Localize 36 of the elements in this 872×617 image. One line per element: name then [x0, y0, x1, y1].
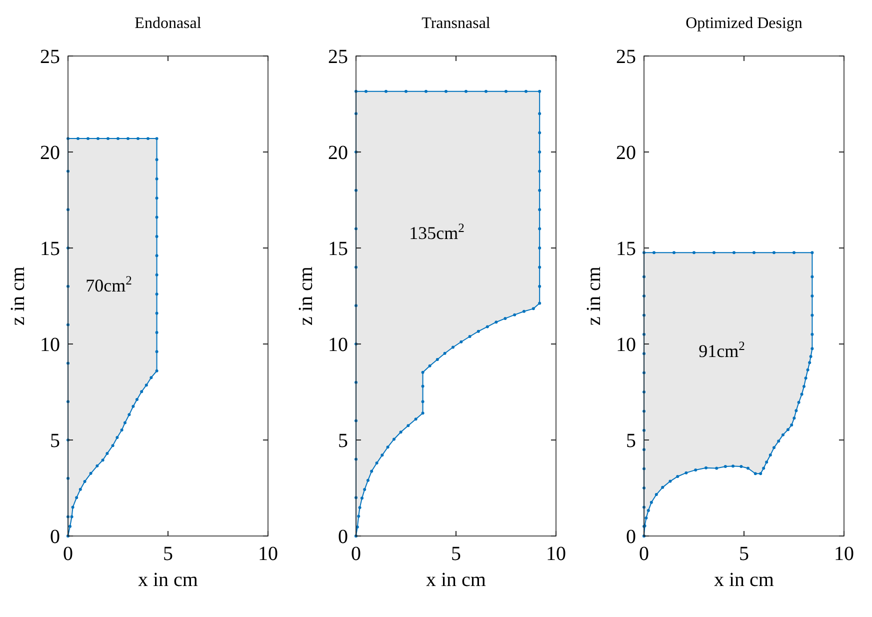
x-axis-title: x in cm: [138, 569, 198, 591]
y-tick-label: 10: [616, 334, 636, 356]
y-tick-label: 5: [50, 430, 60, 452]
y-tick-label: 10: [328, 334, 348, 356]
y-tick-label: 20: [616, 142, 636, 164]
x-axis-title: x in cm: [714, 569, 774, 591]
y-axis-title: z in cm: [7, 266, 29, 326]
x-tick-label: 10: [258, 543, 278, 565]
x-tick-label: 10: [546, 543, 566, 565]
y-tick-label: 20: [328, 142, 348, 164]
y-tick-label: 25: [40, 46, 60, 68]
x-tick-label: 5: [163, 543, 173, 565]
y-tick-label: 15: [40, 238, 60, 260]
y-tick-label: 0: [50, 526, 60, 548]
annotation: 70cm$^{2}$: [86, 274, 132, 296]
y-tick-label: 25: [328, 46, 348, 68]
x-tick-label: 10: [834, 543, 854, 565]
annotation: 91cm$^{2}$: [698, 339, 745, 362]
chart-title: Transnasal: [422, 15, 491, 32]
chart-title: Endonasal: [134, 15, 202, 32]
x-tick-label: 5: [739, 543, 749, 565]
annotation: 135cm$^{2}$: [409, 220, 464, 243]
y-tick-label: 15: [328, 238, 348, 260]
y-tick-label: 15: [616, 238, 636, 260]
y-tick-label: 5: [338, 430, 348, 452]
y-tick-label: 25: [616, 46, 636, 68]
chart-title: Optimized Design: [686, 15, 802, 32]
y-tick-label: 5: [626, 430, 636, 452]
x-axis-title: x in cm: [426, 569, 486, 591]
y-tick-label: 0: [338, 526, 348, 548]
y-axis-title: z in cm: [583, 266, 605, 326]
y-tick-label: 20: [40, 142, 60, 164]
x-tick-label: 5: [451, 543, 461, 565]
y-axis-title: z in cm: [295, 266, 317, 326]
y-tick-label: 0: [626, 526, 636, 548]
y-tick-label: 10: [40, 334, 60, 356]
